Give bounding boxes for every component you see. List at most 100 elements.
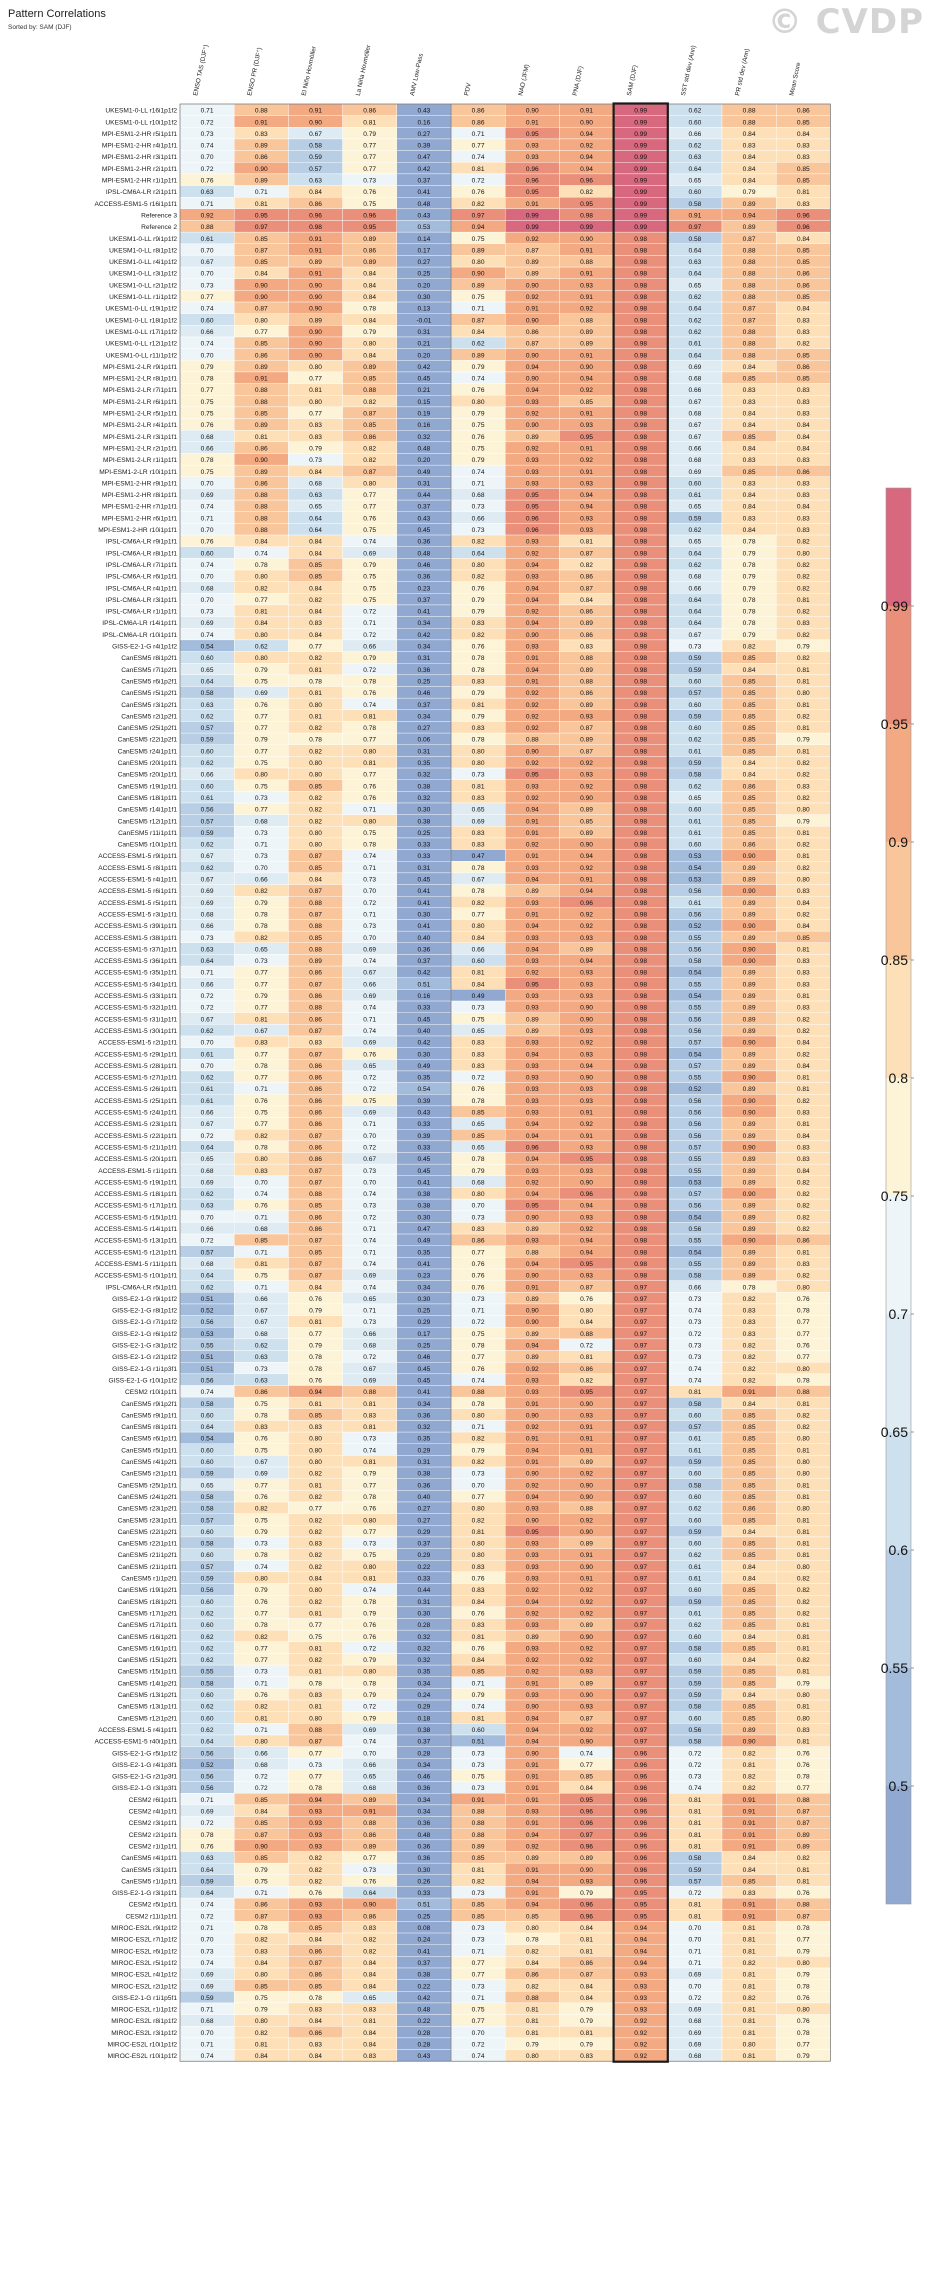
cell-value: 0.69 (688, 2007, 701, 2014)
cell-value: 0.93 (580, 1168, 593, 1175)
cell-value: 0.97 (634, 1552, 647, 1559)
cell-value: 0.75 (201, 411, 214, 418)
cell-value: 0.83 (255, 131, 268, 138)
cell-value: 0.73 (472, 1005, 485, 1012)
cell-value: 0.94 (526, 1343, 539, 1350)
cell-value: 0.84 (797, 131, 810, 138)
cell-value: 0.78 (743, 609, 756, 616)
cell-value: 0.84 (363, 271, 376, 278)
cell-value: 0.70 (363, 1133, 376, 1140)
cell-value: 0.75 (363, 201, 376, 208)
cell-value: 0.79 (363, 1657, 376, 1664)
cell-value: 0.55 (688, 1168, 701, 1175)
cell-value: 0.89 (363, 1843, 376, 1850)
cell-value: 0.59 (688, 760, 701, 767)
row-label: CanESM5 r25i1p2f1 (118, 725, 178, 732)
cell-value: 0.76 (472, 1645, 485, 1652)
cell-value: 0.60 (201, 748, 214, 755)
cell-value: 0.76 (363, 1622, 376, 1629)
cell-value: 0.84 (309, 1937, 322, 1944)
cell-value: 0.82 (363, 457, 376, 464)
cell-value: 0.99 (634, 189, 647, 196)
cell-value: 0.75 (255, 1878, 268, 1885)
colorbar-tick-label: 0.65 (881, 1424, 908, 1440)
cell-value: 0.90 (580, 1494, 593, 1501)
cell-value: 0.84 (363, 352, 376, 359)
cell-value: 0.98 (634, 434, 647, 441)
cell-value: 0.59 (201, 1878, 214, 1885)
cell-value: 0.71 (363, 865, 376, 872)
cell-value: 0.80 (797, 1692, 810, 1699)
cell-value: 0.62 (201, 842, 214, 849)
cell-value: 0.67 (255, 1319, 268, 1326)
cell-value: 0.84 (363, 294, 376, 301)
cell-value: 0.92 (634, 2018, 647, 2025)
cell-value: 0.78 (255, 1412, 268, 1419)
cell-value: 0.73 (255, 1541, 268, 1548)
row-label: ACCESS-ESM1-5 r25i1p1f1 (95, 1098, 178, 1105)
cell-value: 0.91 (580, 1424, 593, 1431)
cell-value: 0.82 (797, 574, 810, 581)
cell-value: 0.73 (472, 1214, 485, 1221)
cell-value: 0.27 (417, 1517, 430, 1524)
cell-value: 0.90 (526, 108, 539, 115)
cell-value: 0.67 (309, 131, 322, 138)
cell-value: 0.36 (417, 1855, 430, 1862)
cell-value: 0.88 (255, 399, 268, 406)
cell-value: 0.83 (472, 1564, 485, 1571)
cell-value: 0.81 (797, 1086, 810, 1093)
cell-value: 0.28 (417, 1750, 430, 1757)
cell-value: 0.59 (688, 1529, 701, 1536)
cell-value: 0.82 (255, 1506, 268, 1513)
row-label: ACCESS-ESM1-5 r5i1p1f1 (98, 900, 177, 907)
cell-value: 0.97 (634, 1308, 647, 1315)
cell-value: 0.93 (309, 1843, 322, 1850)
cell-value: 0.92 (580, 457, 593, 464)
cell-value: 0.78 (363, 1680, 376, 1687)
cell-value: 0.76 (363, 515, 376, 522)
cell-value: 0.87 (309, 1051, 322, 1058)
cell-value: 0.89 (743, 1203, 756, 1210)
cell-value: 0.84 (472, 1657, 485, 1664)
cell-value: 0.83 (797, 515, 810, 522)
cell-value: 0.90 (526, 748, 539, 755)
cell-value: 0.73 (363, 1168, 376, 1175)
cell-value: 0.78 (797, 1925, 810, 1932)
cell-value: 0.97 (634, 1331, 647, 1338)
cell-value: 0.78 (309, 1680, 322, 1687)
cell-value: 0.76 (309, 1377, 322, 1384)
cell-value: 0.33 (417, 842, 430, 849)
cell-value: 0.17 (417, 247, 430, 254)
cell-value: 0.70 (688, 1925, 701, 1932)
cell-value: 0.77 (363, 143, 376, 150)
cell-value: 0.84 (743, 504, 756, 511)
cell-value: 0.98 (634, 644, 647, 651)
cell-value: 0.70 (363, 1179, 376, 1186)
cell-value: 0.57 (688, 690, 701, 697)
cell-value: 0.66 (255, 877, 268, 884)
column-header: SAM (DJF) (626, 65, 639, 97)
cell-value: 0.79 (472, 1168, 485, 1175)
cell-value: 0.70 (201, 1040, 214, 1047)
cell-value: 0.64 (309, 515, 322, 522)
row-label: GISS-E2-1-G r4i1p3f1 (112, 1762, 177, 1769)
cell-value: 0.57 (688, 1191, 701, 1198)
cell-value: 0.51 (417, 981, 430, 988)
cell-value: 0.81 (797, 1552, 810, 1559)
cell-value: 0.98 (634, 527, 647, 534)
cell-value: 0.92 (634, 2053, 647, 2060)
cell-value: 0.89 (526, 1855, 539, 1862)
cell-value: 0.92 (580, 760, 593, 767)
cell-value: 0.83 (797, 457, 810, 464)
cell-value: 0.59 (201, 1995, 214, 2002)
cell-value: 0.85 (743, 1610, 756, 1617)
column-header: El Niño Hovmöller (301, 46, 318, 97)
cell-value: 0.90 (472, 271, 485, 278)
row-label: ACCESS-ESM1-5 r29i1p1f1 (95, 1051, 178, 1058)
cell-value: 0.81 (363, 760, 376, 767)
cell-value: 0.31 (417, 748, 430, 755)
cell-value: 0.84 (580, 1785, 593, 1792)
cell-value: 0.20 (417, 457, 430, 464)
cell-value: 0.79 (472, 457, 485, 464)
cell-value: 0.83 (743, 480, 756, 487)
